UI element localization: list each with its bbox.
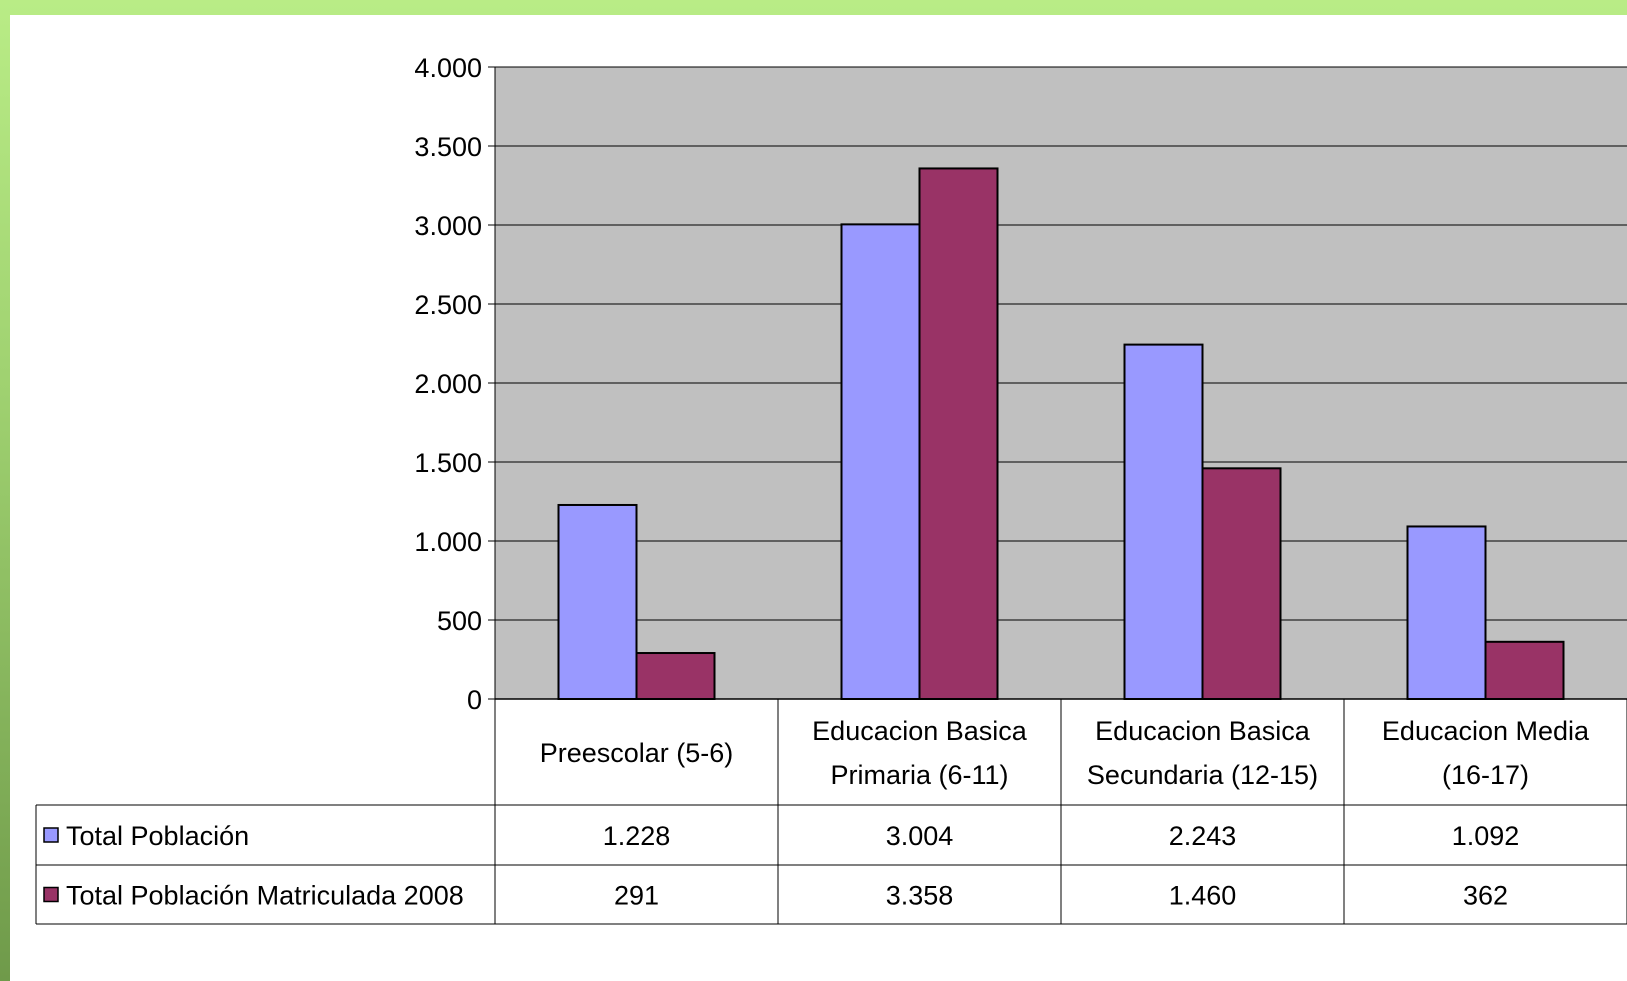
x-tick-label: Secundaria (12-15) [1087, 760, 1318, 790]
bar-chart: 05001.0001.5002.0002.5003.0003.5004.000 … [35, 53, 1627, 925]
y-tick-label: 1.500 [414, 448, 482, 478]
bar-matriculada-2008 [1201, 467, 1282, 700]
bar-total-poblacion [1406, 525, 1487, 700]
x-tick-label: Educacion Media [1382, 716, 1590, 746]
legend-entry: Total Población Matriculada 2008 [66, 881, 464, 911]
data-table: Preescolar (5-6) Educacion Basica Primaria… [35, 699, 1627, 925]
chart-frame: 0 500 1.000 1.500 2.000 2.500 3.000 3.500 4.000 … [10, 15, 1627, 981]
data-label: 3.358 [886, 881, 954, 911]
y-tick-label: 1.000 [414, 527, 482, 557]
y-tick-label: 2.000 [414, 369, 482, 399]
x-tick-label: Educacion Basica [812, 716, 1028, 746]
x-tick-label: Educacion Basica [1095, 716, 1311, 746]
y-tick-label: 2.500 [414, 290, 482, 320]
data-label: 1.460 [1169, 881, 1237, 911]
y-tick-label: 0 [467, 685, 482, 715]
data-label: 3.004 [886, 821, 954, 851]
legend-key-matriculada-2008 [43, 886, 59, 903]
y-tick-label: 3.000 [414, 211, 482, 241]
data-label: 291 [614, 881, 659, 911]
x-tick-label: Primaria (6-11) [830, 760, 1008, 790]
bar-matriculada-2008 [918, 167, 999, 701]
legend-key-total-poblacion [43, 827, 59, 843]
y-tick-label: 500 [437, 606, 482, 636]
bar-matriculada-2008 [1484, 640, 1565, 701]
y-tick-label: 3.500 [414, 132, 482, 162]
data-label: 1.092 [1452, 821, 1520, 851]
data-label: 1.228 [603, 821, 671, 851]
x-tick-label: Preescolar (5-6) [540, 738, 734, 768]
bar-total-poblacion [1123, 343, 1204, 700]
bars [557, 167, 1565, 701]
y-axis-ticks: 0 500 1.000 1.500 2.000 2.500 3.000 3.500 4.000 [414, 53, 495, 715]
y-tick-label: 4.000 [414, 53, 482, 83]
bar-total-poblacion [557, 503, 638, 701]
legend-entry: Total Población [66, 821, 249, 851]
bar-total-poblacion [840, 223, 921, 700]
data-label: 2.243 [1169, 821, 1237, 851]
data-label: 362 [1463, 881, 1508, 911]
bar-matriculada-2008 [635, 652, 716, 700]
gridlines [495, 66, 1627, 621]
x-tick-label: (16-17) [1442, 760, 1529, 790]
